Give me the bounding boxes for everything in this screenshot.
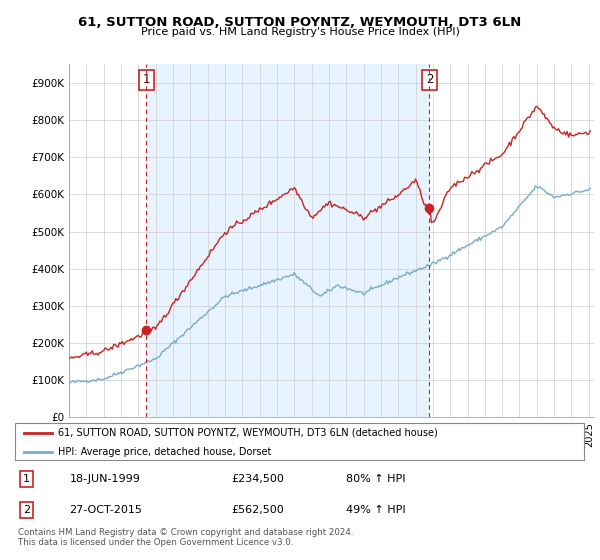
Text: 2: 2: [425, 73, 433, 86]
Text: £562,500: £562,500: [231, 505, 284, 515]
Text: Price paid vs. HM Land Registry's House Price Index (HPI): Price paid vs. HM Land Registry's House …: [140, 27, 460, 37]
Text: 61, SUTTON ROAD, SUTTON POYNTZ, WEYMOUTH, DT3 6LN (detached house): 61, SUTTON ROAD, SUTTON POYNTZ, WEYMOUTH…: [58, 428, 438, 438]
FancyBboxPatch shape: [15, 423, 584, 460]
Text: 1: 1: [143, 73, 150, 86]
Text: 80% ↑ HPI: 80% ↑ HPI: [346, 474, 406, 484]
Text: 1: 1: [23, 474, 30, 484]
Text: 18-JUN-1999: 18-JUN-1999: [70, 474, 140, 484]
Text: 49% ↑ HPI: 49% ↑ HPI: [346, 505, 406, 515]
Text: 27-OCT-2015: 27-OCT-2015: [70, 505, 142, 515]
Bar: [146, 64, 430, 417]
Text: 61, SUTTON ROAD, SUTTON POYNTZ, WEYMOUTH, DT3 6LN: 61, SUTTON ROAD, SUTTON POYNTZ, WEYMOUTH…: [79, 16, 521, 29]
Text: £234,500: £234,500: [231, 474, 284, 484]
Text: HPI: Average price, detached house, Dorset: HPI: Average price, detached house, Dors…: [58, 447, 271, 457]
Text: 2: 2: [23, 505, 30, 515]
Text: Contains HM Land Registry data © Crown copyright and database right 2024.
This d: Contains HM Land Registry data © Crown c…: [18, 528, 353, 547]
